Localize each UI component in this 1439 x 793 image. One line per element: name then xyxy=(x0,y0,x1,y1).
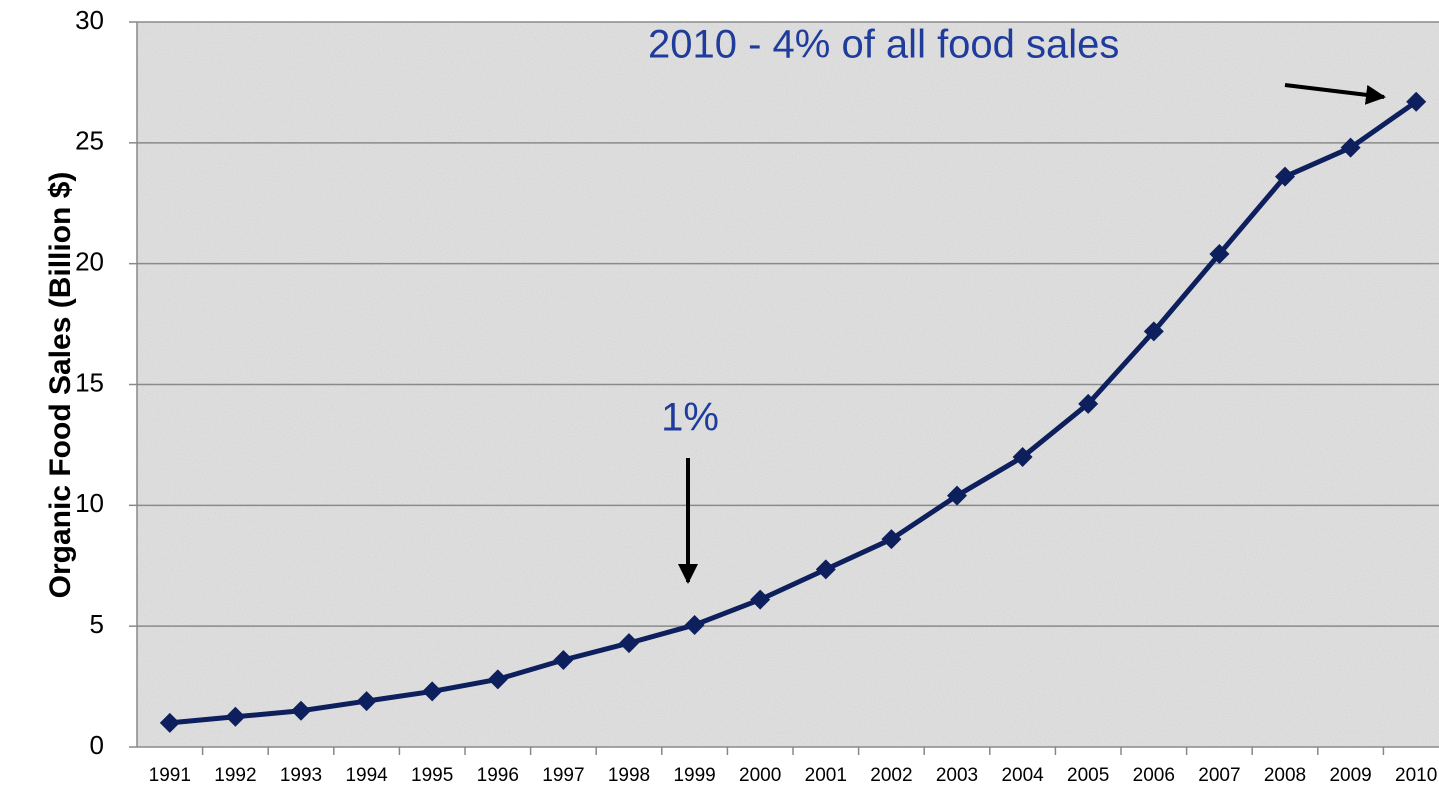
data-point xyxy=(553,650,574,670)
data-point xyxy=(1406,91,1427,112)
data-point xyxy=(815,559,836,580)
y-tick-label: 25 xyxy=(75,126,104,156)
annotation: 2010 - 4% of all food sales xyxy=(648,23,1119,67)
data-point xyxy=(1143,321,1164,342)
data-point xyxy=(684,614,705,635)
x-tick-label: 2005 xyxy=(1067,765,1109,786)
x-tick-label: 1995 xyxy=(411,765,453,786)
y-tick-label: 30 xyxy=(75,5,104,35)
x-tick-label: 1999 xyxy=(673,765,715,786)
data-point xyxy=(619,633,639,654)
x-tick-label: 2002 xyxy=(870,765,912,786)
data-point xyxy=(225,706,246,727)
x-tick-label: 1996 xyxy=(477,765,519,786)
x-tick-label: 1993 xyxy=(280,765,322,786)
data-point xyxy=(159,712,180,733)
x-tick-label: 2009 xyxy=(1329,765,1371,786)
data-point xyxy=(422,681,443,702)
x-tick-label: 1992 xyxy=(214,765,256,786)
data-point xyxy=(750,589,771,610)
annotation: 1% xyxy=(661,396,719,440)
x-tick-label: 1997 xyxy=(542,765,584,786)
x-tick-label: 2010 xyxy=(1395,765,1437,786)
x-tick-label: 2001 xyxy=(805,765,847,786)
y-tick-label: 15 xyxy=(75,367,104,397)
data-point xyxy=(1012,447,1033,467)
data-point xyxy=(356,691,377,712)
y-tick-label: 0 xyxy=(90,730,104,760)
data-point xyxy=(487,669,508,690)
data-point xyxy=(1340,137,1361,158)
x-tick-label: 2000 xyxy=(739,765,781,786)
x-tick-label: 2003 xyxy=(936,765,978,786)
series-line xyxy=(169,99,1418,726)
y-axis-label: Organic Food Sales (Billion $) xyxy=(44,172,77,599)
annotation-arrow xyxy=(1284,83,1386,105)
data-point xyxy=(1275,166,1295,187)
data-point xyxy=(947,485,967,506)
data-point xyxy=(291,700,311,721)
y-tick-label: 20 xyxy=(75,247,104,277)
y-tick-label: 10 xyxy=(75,488,104,518)
x-tick-label: 1991 xyxy=(149,765,191,786)
data-point xyxy=(881,529,902,550)
x-tick-label: 2008 xyxy=(1264,765,1306,786)
x-tick-label: 2004 xyxy=(1001,765,1044,786)
data-point xyxy=(1078,393,1099,414)
y-tick-label: 5 xyxy=(90,609,104,639)
x-tick-label: 1994 xyxy=(345,765,388,786)
x-tick-label: 2006 xyxy=(1133,765,1175,786)
x-tick-label: 1998 xyxy=(608,765,650,786)
data-point xyxy=(1209,244,1230,264)
x-tick-label: 2007 xyxy=(1198,765,1240,786)
